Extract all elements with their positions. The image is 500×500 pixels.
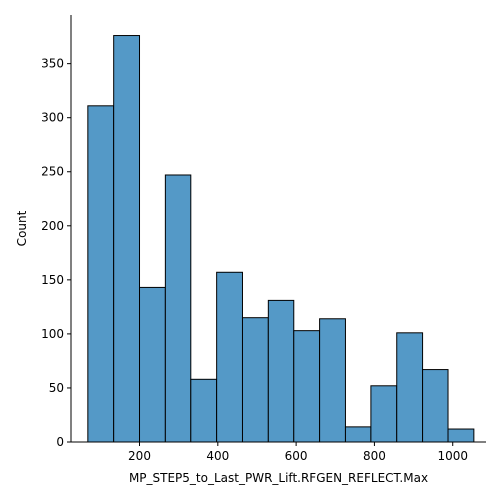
x-ticks-group: 200 400 600 800 1000 [128,442,468,463]
histogram-bar-3 [139,286,166,443]
x-tick-label: 1000 [437,449,468,463]
bars-group [87,35,475,443]
x-tick-label: 200 [128,449,151,463]
y-tick-label: 100 [41,327,64,341]
histogram-bar-10 [319,318,346,443]
x-tick-label: 400 [206,449,229,463]
y-tick-label: 0 [56,435,64,449]
histogram-bar-14 [422,369,449,443]
histogram-bar-8 [267,299,295,443]
y-tick-label: 300 [41,111,64,125]
histogram-bar-6 [216,271,243,443]
y-tick-label: 50 [49,381,64,395]
histogram-bar-13 [396,332,424,443]
histogram-bar-11 [344,426,372,443]
histogram-bar-5 [190,378,218,443]
y-tick-label: 150 [41,273,64,287]
x-tick-label: 800 [363,449,386,463]
y-ticks-group: 0 50 100 150 200 250 300 350 [41,57,71,449]
histogram-bar-1 [87,105,115,443]
x-axis-label: MP_STEP5_to_Last_PWR_Lift.RFGEN_REFLECT.… [129,471,428,485]
y-tick-label: 250 [41,165,64,179]
histogram-bar-12 [370,385,398,443]
y-tick-label: 200 [41,219,64,233]
y-axis-label: Count [15,210,29,246]
histogram-bar-15 [447,428,475,443]
histogram-bar-9 [293,330,321,443]
x-tick-label: 600 [285,449,308,463]
histogram-bar-7 [241,317,269,443]
histogram-bar-4 [164,174,192,443]
histogram-bar-2 [113,35,141,443]
y-tick-label: 350 [41,57,64,71]
